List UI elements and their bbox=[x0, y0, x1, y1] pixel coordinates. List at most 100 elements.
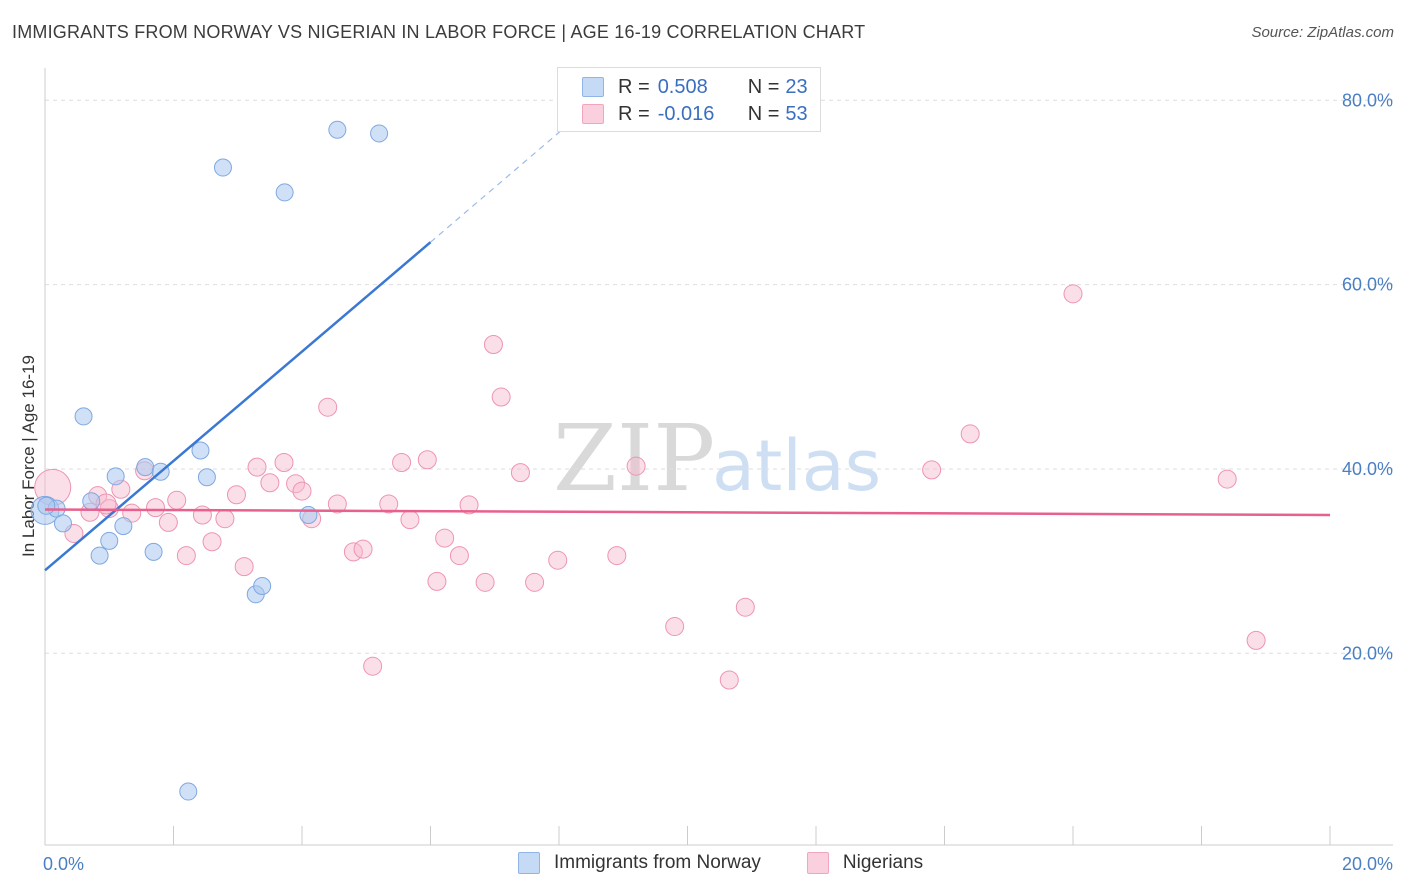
legend-n-label: N = bbox=[747, 75, 780, 98]
y-axis-label: In Labor Force | Age 16-19 bbox=[19, 355, 38, 557]
x-tick-label: 0.0% bbox=[43, 854, 84, 874]
norway-point bbox=[136, 458, 155, 477]
norway-point bbox=[53, 514, 72, 533]
axes bbox=[44, 68, 1393, 846]
nigerians-point bbox=[665, 617, 685, 637]
nigerians-point bbox=[176, 546, 196, 566]
nigerians-point bbox=[146, 498, 166, 518]
nigerians-point bbox=[215, 509, 235, 529]
bottom-legend: Immigrants from Norway Nigerians bbox=[518, 852, 969, 874]
y-tick-label: 40.0% bbox=[1342, 459, 1393, 479]
norway-point bbox=[100, 531, 119, 550]
norway-point bbox=[275, 183, 294, 202]
nigerians-point bbox=[1217, 469, 1237, 489]
x-tick-labels: 0.0% 20.0% bbox=[43, 854, 1393, 874]
norway-point bbox=[197, 468, 216, 487]
y-tick-label: 20.0% bbox=[1342, 643, 1393, 663]
series-norway-points-blue bbox=[30, 120, 389, 801]
nigerians-point bbox=[192, 505, 212, 525]
nigerians-point bbox=[318, 397, 338, 417]
nigerians-point bbox=[960, 424, 980, 444]
legend-n-value: 23 bbox=[785, 75, 808, 98]
bottom-legend-item-nigerians: Nigerians bbox=[806, 852, 923, 874]
nigerians-point bbox=[392, 452, 412, 472]
nigerians-point bbox=[234, 557, 254, 577]
x-tick-label: 20.0% bbox=[1342, 854, 1393, 874]
legend-swatch-norway bbox=[582, 77, 604, 97]
legend: R = 0.508 N = 23 R = -0.016 N = 53 bbox=[557, 67, 821, 132]
nigerians-point bbox=[525, 572, 545, 592]
chart-title: IMMIGRANTS FROM NORWAY VS NIGERIAN IN LA… bbox=[12, 22, 866, 42]
nigerians-point bbox=[400, 510, 420, 530]
bottom-legend-label-norway: Immigrants from Norway bbox=[554, 852, 761, 873]
nigerians-point bbox=[449, 546, 469, 566]
legend-row-nigerians: R = -0.016 N = 53 bbox=[582, 102, 808, 126]
norway-point bbox=[144, 542, 163, 561]
source-label: Source: ZipAtlas.com bbox=[1251, 24, 1394, 41]
legend-n-label: N = bbox=[747, 102, 780, 125]
nigerians-point bbox=[607, 546, 627, 566]
norway-point bbox=[74, 407, 93, 426]
nigerians-point bbox=[483, 335, 503, 355]
norway-point bbox=[114, 517, 133, 536]
watermark-atlas: atlas bbox=[712, 425, 881, 507]
nigerians-point bbox=[427, 571, 447, 591]
legend-n-value: 53 bbox=[785, 102, 808, 125]
bottom-legend-item-norway: Immigrants from Norway bbox=[518, 852, 761, 874]
nigerians-point bbox=[719, 670, 739, 690]
nigerians-point bbox=[510, 463, 530, 483]
nigerians-point bbox=[417, 450, 437, 470]
nigerians-point bbox=[435, 528, 455, 548]
legend-swatch-nigerians bbox=[582, 104, 604, 124]
nigerians-point bbox=[327, 494, 347, 514]
norway-trend-extension bbox=[430, 121, 573, 243]
nigerians-point bbox=[379, 494, 399, 514]
norway-point bbox=[179, 782, 198, 801]
norway-point bbox=[328, 120, 347, 139]
nigerians-trend-line bbox=[44, 508, 1331, 517]
y-tick-label: 80.0% bbox=[1342, 90, 1393, 110]
legend-r-label: R = bbox=[618, 102, 650, 125]
legend-r-value: -0.016 bbox=[657, 102, 715, 125]
nigerians-point bbox=[475, 572, 495, 592]
nigerians-point bbox=[735, 597, 755, 617]
norway-point bbox=[82, 492, 101, 511]
bottom-legend-swatch-norway bbox=[518, 852, 540, 874]
nigerians-point bbox=[158, 512, 178, 532]
nigerians-point bbox=[226, 485, 246, 505]
nigerians-point bbox=[459, 495, 479, 515]
bottom-legend-swatch-nigerians bbox=[806, 852, 829, 874]
nigerians-point bbox=[247, 457, 267, 477]
legend-row-norway: R = 0.508 N = 23 bbox=[582, 75, 808, 99]
nigerians-point bbox=[922, 460, 942, 480]
nigerians-point bbox=[260, 473, 280, 493]
nigerians-point bbox=[274, 452, 294, 472]
x-ticks bbox=[44, 826, 1331, 845]
nigerians-point bbox=[548, 550, 568, 570]
legend-r-label: R = bbox=[618, 75, 650, 98]
nigerians-point bbox=[491, 387, 511, 407]
nigerians-point bbox=[286, 474, 306, 494]
norway-point bbox=[299, 506, 318, 525]
norway-point bbox=[191, 441, 210, 460]
y-tick-label: 60.0% bbox=[1342, 275, 1393, 295]
watermark: ZIP atlas bbox=[553, 405, 881, 512]
nigerians-point bbox=[363, 656, 383, 676]
nigerians-point bbox=[626, 456, 646, 476]
norway-point bbox=[37, 496, 56, 515]
norway-point bbox=[90, 546, 109, 565]
legend-r-value: 0.508 bbox=[657, 75, 708, 98]
nigerians-point bbox=[353, 539, 373, 559]
watermark-zip: ZIP bbox=[553, 405, 715, 512]
nigerians-point bbox=[167, 490, 187, 510]
trend-lines bbox=[44, 121, 1331, 572]
norway-point bbox=[213, 158, 232, 177]
norway-trend-line bbox=[44, 241, 432, 572]
norway-point bbox=[106, 467, 125, 486]
nigerians-point bbox=[1246, 630, 1266, 650]
norway-point bbox=[253, 577, 272, 595]
norway-point bbox=[370, 124, 389, 143]
nigerians-point bbox=[202, 532, 222, 552]
y-tick-labels: 20.0% 40.0% 60.0% 80.0% bbox=[1342, 90, 1393, 663]
